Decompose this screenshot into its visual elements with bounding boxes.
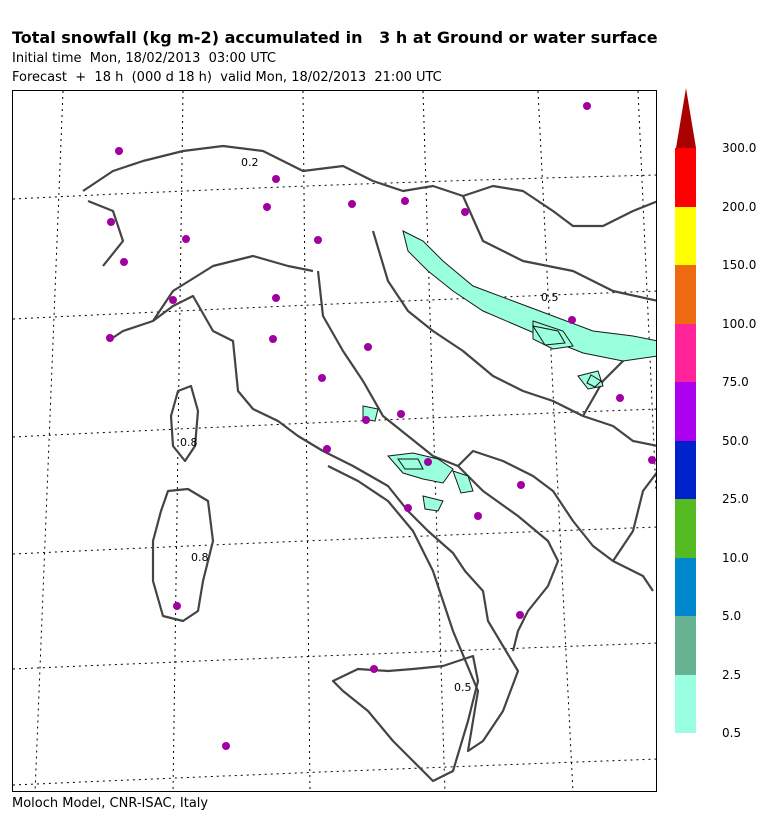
contour-label: 0.8 (191, 551, 209, 564)
legend-label: 25.0 (722, 492, 749, 506)
legend-swatch (675, 616, 696, 675)
contour-label: 0.5 (541, 291, 559, 304)
coastlines (82, 144, 656, 783)
contour-label: 0.8 (180, 436, 198, 449)
legend-swatch (675, 674, 696, 733)
legend-swatch (675, 265, 696, 324)
legend-swatch (675, 323, 696, 382)
legend-swatch (675, 557, 696, 616)
legend-arrow (676, 88, 696, 148)
legend-label: 0.5 (722, 726, 742, 740)
legend-label: 75.0 (722, 375, 749, 389)
snowfall-map: 0.2 0.5 0.8 0.8 0.5 (12, 90, 657, 792)
legend-swatch (675, 499, 696, 558)
legend-label: 150.0 (722, 258, 757, 272)
map-graphic: 0.2 0.5 0.8 0.8 0.5 (13, 91, 656, 791)
station-dots (106, 102, 656, 750)
legend-swatch (675, 206, 696, 265)
contour-label: 0.5 (454, 681, 472, 694)
legend-label: 2.5 (722, 667, 742, 682)
contour-lines (397, 325, 602, 470)
legend-label: 5.0 (722, 609, 742, 623)
graticule (13, 91, 656, 791)
forecast-time-label: Forecast + 18 h (000 d 18 h) valid Mon, … (12, 70, 442, 85)
legend-label: 200.0 (722, 199, 757, 214)
chart-title: Total snowfall (kg m-2) accumulated in 3… (12, 28, 658, 47)
contour-label: 0.2 (241, 156, 259, 169)
legend-swatch (675, 382, 696, 441)
snowfall-areas (362, 230, 656, 512)
legend-label: 10.0 (722, 550, 749, 565)
initial-time-label: Initial time Mon, 18/02/2013 03:00 UTC (12, 51, 276, 66)
legend-swatch (675, 440, 696, 499)
model-credit: Moloch Model, CNR-ISAC, Italy (12, 796, 209, 811)
legend-label: 300.0 (722, 141, 757, 155)
legend-label: 100.0 (722, 316, 757, 331)
legend-label: 50.0 (722, 433, 749, 448)
contour-labels: 0.2 0.5 0.8 0.8 0.5 (180, 156, 559, 694)
legend-swatch (675, 148, 696, 207)
